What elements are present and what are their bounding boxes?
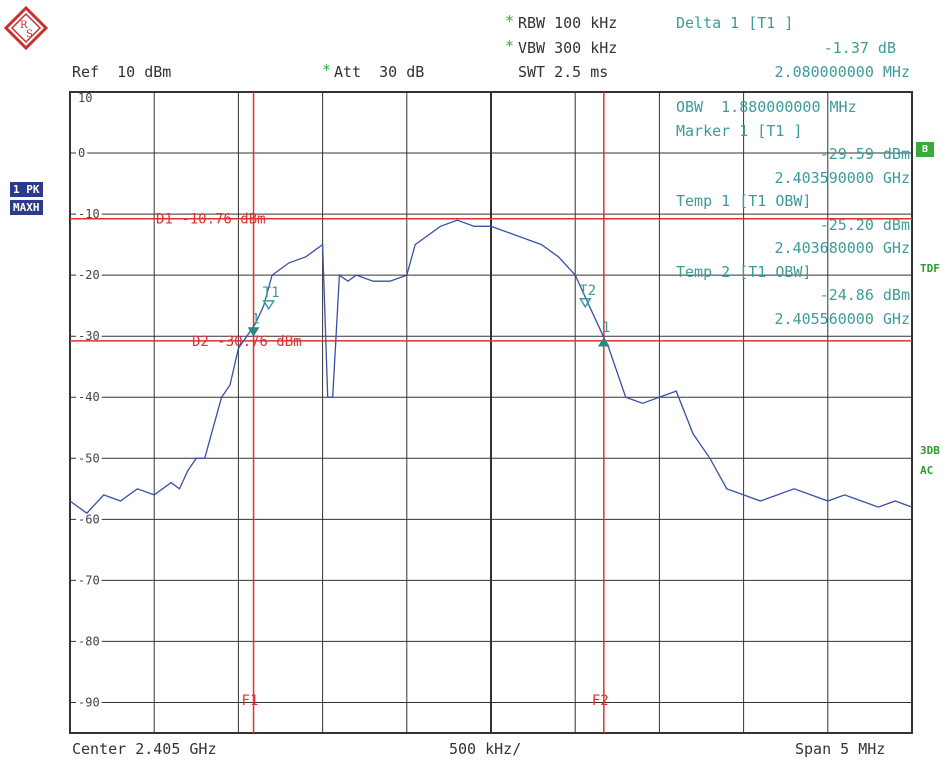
delta-marker-frequency: 2.080000000 MHz bbox=[774, 63, 910, 81]
temp-marker-label: T1 bbox=[263, 285, 280, 301]
trace-mode-maxh: MAXH bbox=[10, 200, 43, 215]
tdf-indicator: TDF bbox=[920, 262, 940, 275]
temp-marker-label: T2 bbox=[579, 283, 596, 299]
y-tick-label: -60 bbox=[78, 512, 100, 526]
svg-text:S: S bbox=[26, 29, 33, 40]
marker-readout-line: -29.59 dBm bbox=[819, 145, 910, 163]
marker-readout-line: Marker 1 [T1 ] bbox=[676, 121, 803, 140]
y-tick-label-bg bbox=[76, 146, 88, 161]
y-tick-label: -20 bbox=[78, 268, 100, 282]
marker-readout-line: -25.20 dBm bbox=[819, 215, 910, 234]
vbw-setting: VBW 300 kHz bbox=[518, 39, 618, 57]
marker-readout-line: 2.403590000 GHz bbox=[774, 168, 910, 187]
marker-1 bbox=[247, 327, 260, 337]
svg-text:R: R bbox=[20, 20, 28, 31]
y-tick-label: -70 bbox=[78, 573, 100, 587]
spectrum-trace bbox=[69, 219, 913, 515]
y-tick-label-bg bbox=[76, 207, 102, 222]
marker-label: 1 bbox=[252, 312, 260, 328]
y-tick-label-bg bbox=[76, 451, 102, 466]
ac-indicator: AC bbox=[920, 464, 934, 477]
marker-readout-line: -24.86 dBm bbox=[819, 286, 910, 304]
display-line-label: D1 -10.76 dBm bbox=[156, 212, 266, 228]
y-tick-label-bg bbox=[76, 512, 102, 527]
sweep-time: SWT 2.5 ms bbox=[518, 63, 609, 81]
b-indicator: B bbox=[916, 142, 935, 157]
rohde-schwarz-logo: R S bbox=[4, 6, 48, 50]
delta-marker-label: Delta 1 [T1 ] bbox=[676, 14, 794, 32]
marker-readout-line: 2.403680000 GHz bbox=[774, 239, 910, 257]
temp-marker-t1 bbox=[262, 300, 276, 311]
per-division: 500 kHz/ bbox=[449, 740, 522, 758]
span: Span 5 MHz bbox=[795, 740, 886, 758]
y-tick-label: -50 bbox=[78, 451, 100, 465]
y-tick-label: -10 bbox=[78, 207, 100, 221]
attenuation: Att 30 dB bbox=[334, 63, 425, 81]
y-tick-label-bg bbox=[76, 390, 102, 405]
rbw-setting: RBW 100 kHz bbox=[518, 14, 618, 32]
marker-4 bbox=[597, 337, 610, 347]
y-tick-label-bg bbox=[76, 329, 102, 344]
y-tick-label: -80 bbox=[78, 634, 100, 648]
frequency-line-label: F2 bbox=[592, 693, 609, 709]
frequency-line-label: F1 bbox=[242, 693, 259, 709]
attenuation-star: * bbox=[322, 61, 332, 79]
y-tick-label: 10 bbox=[78, 91, 92, 105]
marker-readout-line: Temp 2 [T1 OBW] bbox=[676, 262, 812, 281]
y-tick-label: -30 bbox=[78, 329, 100, 343]
y-tick-label-bg bbox=[76, 695, 102, 710]
rbw-star: * bbox=[505, 12, 515, 30]
vbw-star: * bbox=[505, 37, 515, 55]
y-tick-label: 0 bbox=[78, 146, 85, 160]
marker-readout-line: OBW 1.880000000 MHz bbox=[676, 98, 857, 116]
y-tick-label-bg bbox=[76, 573, 102, 588]
center-frequency: Center 2.405 GHz bbox=[72, 740, 217, 758]
y-tick-label: -40 bbox=[78, 390, 100, 404]
y-tick-label: -90 bbox=[78, 695, 100, 709]
reference-level: Ref 10 dBm bbox=[72, 63, 172, 81]
marker-label: 1 bbox=[602, 320, 610, 336]
delta-marker-value: -1.37 dB bbox=[823, 39, 896, 57]
y-tick-label-bg bbox=[76, 634, 102, 649]
trace-mode-pk: 1 PK bbox=[10, 182, 43, 197]
display-line-label: D2 -30.76 dBm bbox=[192, 334, 302, 350]
temp-marker-t2 bbox=[578, 298, 592, 309]
marker-readout-line: 2.405560000 GHz bbox=[774, 309, 910, 328]
3db-indicator: 3DB bbox=[920, 444, 940, 457]
y-tick-label-bg bbox=[76, 268, 102, 283]
marker-readout-line: Temp 1 [T1 OBW] bbox=[676, 192, 812, 210]
